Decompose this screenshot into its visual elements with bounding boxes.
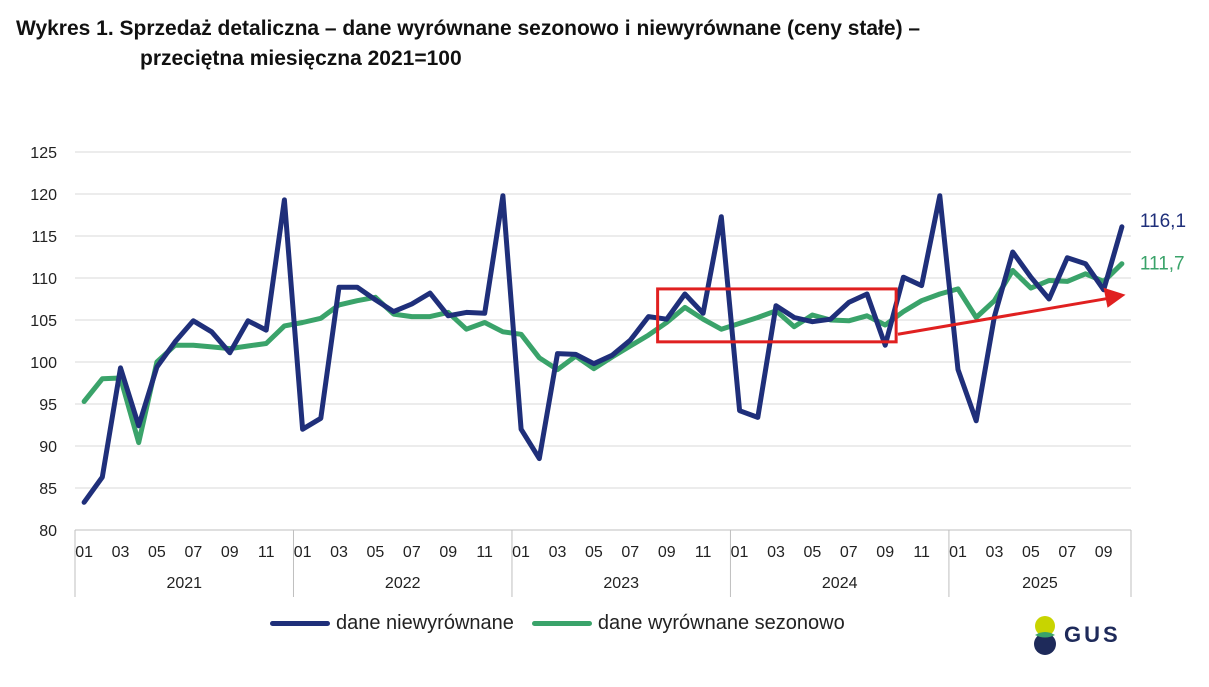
x-tick-label: 09	[658, 544, 676, 561]
legend-swatch-unadjusted	[270, 621, 330, 626]
y-tick-label: 90	[39, 439, 57, 456]
trend-arrow-line	[897, 296, 1112, 336]
y-tick-label: 85	[39, 481, 57, 498]
legend-item-adjusted: dane wyrównane sezonowo	[531, 612, 845, 635]
y-tick-label: 110	[31, 271, 57, 288]
y-tick-label: 120	[30, 187, 57, 204]
year-label: 2025	[1022, 575, 1058, 592]
x-tick-label: 09	[1095, 544, 1113, 561]
end-labels: 116,1 111,7	[1140, 211, 1186, 275]
x-tick-label: 01	[512, 544, 530, 561]
y-axis: 80 85 90 95 100 105 110 115 120 125	[30, 145, 57, 540]
x-tick-label: 07	[403, 544, 421, 561]
x-tick-label: 05	[585, 544, 603, 561]
series-group	[81, 193, 1125, 505]
x-tick-label: 09	[876, 544, 894, 561]
legend-swatch-adjusted	[531, 621, 592, 626]
series-line-adjusted	[81, 261, 1125, 446]
legend-label-adjusted: dane wyrównane sezonowo	[597, 612, 845, 634]
x-tick-label: 11	[476, 544, 493, 561]
y-tick-label: 115	[31, 229, 57, 246]
x-tick-label: 09	[221, 544, 239, 561]
x-tick-label: 09	[439, 544, 457, 561]
y-tick-label: 125	[30, 145, 57, 162]
x-tick-label: 01	[949, 544, 967, 561]
chart-title-line2: przeciętna miesięczna 2021=100	[140, 47, 462, 70]
x-tick-label: 03	[549, 544, 567, 561]
x-tick-label: 11	[258, 544, 275, 561]
x-tick-label: 07	[840, 544, 858, 561]
gus-logo-text: GUS	[1064, 622, 1121, 647]
x-tick-label: 05	[367, 544, 385, 561]
trend-arrow-head	[1103, 287, 1126, 308]
x-tick-label: 07	[1058, 544, 1076, 561]
highlight-box	[656, 287, 898, 344]
x-tick-label: 05	[803, 544, 821, 561]
x-tick-label: 03	[767, 544, 785, 561]
series-line-unadjusted	[81, 193, 1125, 505]
legend-label-unadjusted: dane niewyrównane	[336, 612, 514, 634]
year-label: 2021	[166, 575, 202, 592]
gus-logo: GUS	[1032, 614, 1121, 656]
legend-item-unadjusted: dane niewyrównane	[270, 612, 514, 635]
x-tick-label: 05	[1022, 544, 1040, 561]
x-tick-label: 03	[112, 544, 130, 561]
chart-title-line1: Wykres 1. Sprzedaż detaliczna – dane wyr…	[16, 17, 921, 40]
y-tick-label: 80	[39, 523, 57, 540]
legend: dane niewyrównane dane wyrównane sezonow…	[270, 612, 863, 635]
x-tick-label: 07	[184, 544, 202, 561]
annotations	[656, 287, 1126, 344]
y-tick-label: 95	[39, 397, 57, 414]
y-tick-label: 105	[30, 313, 57, 330]
year-label: 2023	[603, 575, 639, 592]
x-axis: 01 03 05 07 09 11 01 03 05 07 09 11 01 03 05 07 09 11 01 03…	[74, 529, 1132, 597]
x-tick-label: 01	[294, 544, 312, 561]
x-tick-label: 11	[695, 544, 712, 561]
y-tick-label: 100	[30, 355, 57, 372]
x-tick-label: 01	[75, 544, 93, 561]
end-label-adjusted: 111,7	[1140, 254, 1185, 275]
gridlines	[75, 151, 1131, 531]
chart-title: Wykres 1. Sprzedaż detaliczna – dane wyr…	[16, 14, 920, 74]
end-label-unadjusted: 116,1	[1140, 211, 1186, 232]
x-tick-label: 01	[731, 544, 749, 561]
x-tick-label: 03	[330, 544, 348, 561]
gus-logo-icon	[1034, 616, 1056, 655]
year-label: 2022	[385, 575, 421, 592]
x-tick-label: 03	[986, 544, 1004, 561]
year-label: 2024	[822, 575, 858, 592]
x-tick-label: 07	[621, 544, 639, 561]
x-tick-label: 11	[913, 544, 930, 561]
x-tick-label: 05	[148, 544, 166, 561]
